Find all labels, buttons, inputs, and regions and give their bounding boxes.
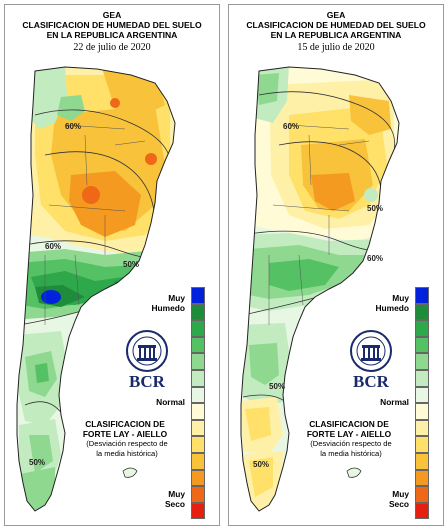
classification-note: (Desviación respecto de la media históric… <box>310 439 392 458</box>
classification-title: CLASIFICACION DE FORTE LAY - AIELLO <box>82 419 168 439</box>
map-panel-15-julio: GEA CLASIFICACION DE HUMEDAD DEL SUELO E… <box>228 4 444 526</box>
legend-swatch <box>191 452 205 470</box>
contour-label: 60% <box>283 122 299 131</box>
contour-label: 60% <box>367 254 383 263</box>
classification-title: CLASIFICACION DE FORTE LAY - AIELLO <box>306 419 392 439</box>
legend-swatch <box>191 403 205 420</box>
legend-very-wet-label: Muy Humedo <box>375 293 410 313</box>
legend-swatch <box>415 452 429 470</box>
legend-swatch <box>191 386 205 404</box>
argentina-soil-moisture-map: 60% 50% 60% 50% 50% <box>240 66 400 512</box>
argentina-soil-moisture-map: 60% 60% 50% 50% <box>16 66 176 512</box>
legend-swatch <box>415 436 429 453</box>
panel-title-line1: CLASIFICACION DE HUMEDAD DEL SUELO <box>246 20 426 30</box>
panel-title-line1: CLASIFICACION DE HUMEDAD DEL SUELO <box>22 20 202 30</box>
bcr-seal-icon <box>350 330 392 372</box>
contour-label: 50% <box>123 260 139 269</box>
contour-label: 50% <box>269 382 285 391</box>
panel-date: 15 de julio de 2020 <box>297 42 375 53</box>
legend-swatch <box>191 502 205 520</box>
bcr-seal-icon <box>126 330 168 372</box>
legend-swatch <box>415 469 429 487</box>
legend-swatch <box>191 353 205 370</box>
legend-swatch <box>191 419 205 437</box>
legend-swatch <box>191 287 205 304</box>
contour-label: 60% <box>65 122 81 131</box>
legend-swatch <box>191 469 205 487</box>
legend-very-wet-label: Muy Humedo <box>151 293 186 313</box>
legend-swatch <box>415 336 429 354</box>
legend-swatch <box>191 303 205 321</box>
panel-title-line2: EN LA REPUBLICA ARGENTINA <box>270 30 402 40</box>
legend-color-scale <box>191 287 205 520</box>
legend-normal-label: Normal <box>380 397 409 407</box>
bcr-logo-text: BCR <box>353 372 389 391</box>
contour-label: 50% <box>367 204 383 213</box>
legend-swatch <box>415 502 429 520</box>
panel-org: GEA <box>326 10 346 20</box>
contour-label: 50% <box>29 458 45 467</box>
panel-date: 22 de julio de 2020 <box>73 42 151 53</box>
legend-swatch <box>191 320 205 337</box>
legend-swatch <box>415 353 429 370</box>
legend-swatch <box>415 419 429 437</box>
legend-very-dry-label: Muy Seco <box>388 489 409 509</box>
legend-swatch <box>415 403 429 420</box>
legend-swatch <box>415 486 429 503</box>
legend-very-dry-label: Muy Seco <box>164 489 185 509</box>
legend-swatch <box>191 486 205 503</box>
legend-normal-label: Normal <box>156 397 185 407</box>
panel-title-line2: EN LA REPUBLICA ARGENTINA <box>46 30 178 40</box>
legend-swatch <box>415 320 429 337</box>
map-panel-22-julio: GEA CLASIFICACION DE HUMEDAD DEL SUELO E… <box>4 4 220 526</box>
legend-swatch <box>191 369 205 387</box>
legend-swatch <box>415 369 429 387</box>
contour-label: 60% <box>45 242 61 251</box>
classification-note: (Desviación respecto de la media históric… <box>86 439 168 458</box>
panel-org: GEA <box>102 10 122 20</box>
legend-swatch <box>415 386 429 404</box>
legend-swatch <box>191 336 205 354</box>
legend-color-scale <box>415 287 429 520</box>
legend-swatch <box>415 303 429 321</box>
bcr-logo-text: BCR <box>129 372 165 391</box>
legend-swatch <box>415 287 429 304</box>
contour-label: 50% <box>253 460 269 469</box>
legend-swatch <box>191 436 205 453</box>
